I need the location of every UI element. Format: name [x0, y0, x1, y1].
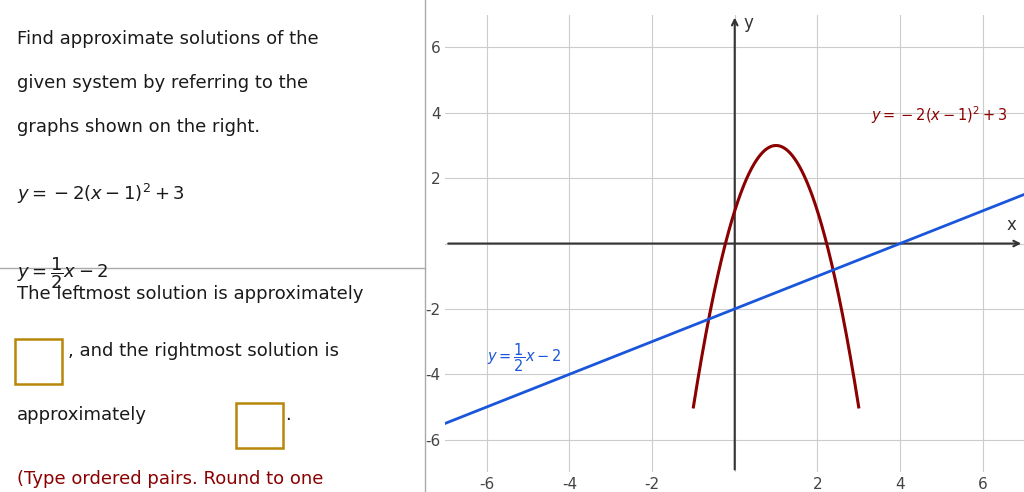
Text: (Type ordered pairs. Round to one: (Type ordered pairs. Round to one [17, 470, 324, 488]
Text: $y = -2(x-1)^2+3$: $y = -2(x-1)^2+3$ [17, 182, 184, 206]
Text: graphs shown on the right.: graphs shown on the right. [17, 118, 260, 136]
Text: $y = -2(x-1)^2+3$: $y = -2(x-1)^2+3$ [871, 104, 1008, 126]
Text: $y = \dfrac{1}{2}x - 2$: $y = \dfrac{1}{2}x - 2$ [17, 256, 109, 291]
Text: The leftmost solution is approximately: The leftmost solution is approximately [17, 285, 364, 304]
Text: .: . [285, 406, 291, 424]
Text: approximately: approximately [17, 406, 147, 424]
Text: $y = \dfrac{1}{2}x-2$: $y = \dfrac{1}{2}x-2$ [486, 341, 561, 374]
FancyBboxPatch shape [236, 403, 283, 448]
Text: given system by referring to the: given system by referring to the [17, 74, 308, 92]
Text: x: x [1007, 216, 1017, 234]
FancyBboxPatch shape [15, 339, 61, 384]
Text: y: y [743, 14, 754, 32]
Text: Find approximate solutions of the: Find approximate solutions of the [17, 30, 318, 48]
Text: , and the rightmost solution is: , and the rightmost solution is [68, 342, 339, 360]
